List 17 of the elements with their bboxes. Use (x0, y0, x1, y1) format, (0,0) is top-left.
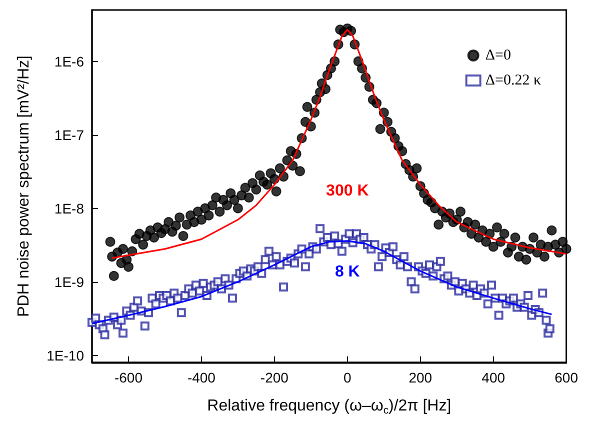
annotation: 8 K (334, 264, 360, 281)
legend-label: Δ=0 (485, 48, 511, 64)
y-tick-label: 1E-7 (54, 126, 84, 143)
x-tick-label: -200 (260, 369, 289, 386)
x-tick-label: 400 (482, 369, 506, 386)
x-tick-label: -400 (187, 369, 216, 386)
annotation: 300 K (326, 182, 370, 200)
y-tick-label: 1E-10 (46, 347, 84, 364)
y-tick-label: 1E-8 (54, 200, 84, 216)
x-tick-label: 200 (408, 369, 432, 386)
y-axis-title: PDH noise power spectrum [mV²/Hz] (16, 55, 32, 317)
legend-label: Δ=0.22 κ (485, 72, 542, 88)
x-tick-label: 600 (554, 369, 578, 386)
x-tick-label: 0 (344, 369, 352, 386)
y-tick-label: 1E-6 (54, 53, 84, 70)
y-tick-label: 1E-9 (54, 274, 84, 290)
x-tick-label: -600 (114, 369, 143, 386)
